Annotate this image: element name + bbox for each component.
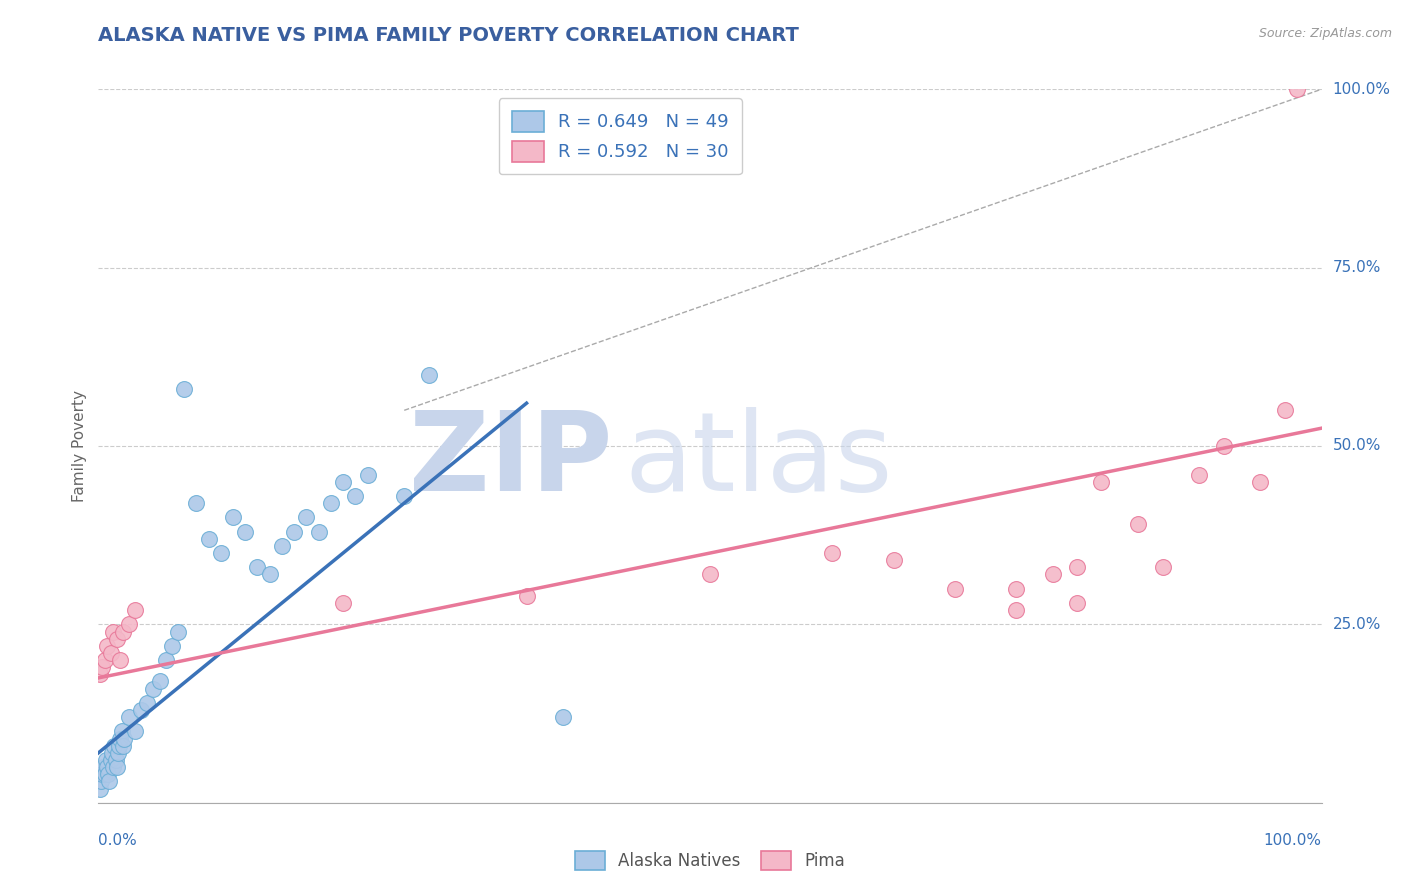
Point [1286, 82, 1309, 96]
Point [89, 781, 111, 796]
Point [100, 753, 122, 767]
Point [111, 624, 134, 639]
Point [515, 589, 537, 603]
Point [93, 767, 115, 781]
Point [1066, 596, 1088, 610]
Point [1249, 475, 1271, 489]
Point [1212, 439, 1234, 453]
Point [89, 667, 111, 681]
Point [1152, 560, 1174, 574]
Point [553, 710, 575, 724]
Text: 0.0%: 0.0% [98, 833, 138, 848]
Text: 100.0%: 100.0% [1333, 82, 1391, 96]
Point [91, 760, 114, 774]
Point [124, 603, 146, 617]
Point [155, 653, 177, 667]
Point [283, 524, 305, 539]
Point [197, 532, 219, 546]
Point [105, 760, 128, 774]
Point [246, 560, 269, 574]
Point [308, 524, 330, 539]
Point [101, 746, 124, 760]
Point [91, 660, 114, 674]
Point [1004, 582, 1026, 596]
Point [1066, 560, 1088, 574]
Point [1004, 603, 1026, 617]
Point [821, 546, 844, 560]
Point [91, 767, 114, 781]
Text: 50.0%: 50.0% [1333, 439, 1381, 453]
Point [111, 724, 134, 739]
Point [103, 739, 125, 753]
Point [101, 624, 124, 639]
Point [149, 674, 172, 689]
Point [118, 617, 141, 632]
Point [112, 731, 135, 746]
Point [105, 632, 128, 646]
Point [259, 567, 281, 582]
Text: 100.0%: 100.0% [1264, 833, 1322, 848]
Point [110, 653, 132, 667]
Point [100, 646, 122, 660]
Point [104, 753, 127, 767]
Point [167, 624, 190, 639]
Point [108, 739, 131, 753]
Text: 75.0%: 75.0% [1333, 260, 1381, 275]
Text: atlas: atlas [624, 407, 893, 514]
Text: ALASKA NATIVE VS PIMA FAMILY POVERTY CORRELATION CHART: ALASKA NATIVE VS PIMA FAMILY POVERTY COR… [98, 26, 799, 45]
Point [124, 724, 146, 739]
Point [209, 546, 232, 560]
Point [90, 774, 112, 789]
Point [699, 567, 721, 582]
Point [332, 596, 354, 610]
Point [270, 539, 294, 553]
Text: 25.0%: 25.0% [1333, 617, 1381, 632]
Point [94, 753, 117, 767]
Point [107, 746, 129, 760]
Point [142, 681, 165, 696]
Point [344, 489, 367, 503]
Point [222, 510, 245, 524]
Point [98, 774, 121, 789]
Point [93, 653, 115, 667]
Point [392, 489, 416, 503]
Point [418, 368, 440, 382]
Point [186, 496, 208, 510]
Point [319, 496, 342, 510]
Point [883, 553, 905, 567]
Point [1090, 475, 1112, 489]
Point [110, 731, 132, 746]
Text: ZIP: ZIP [409, 407, 612, 514]
Point [101, 760, 124, 774]
Point [233, 524, 256, 539]
Legend: Alaska Natives, Pima: Alaska Natives, Pima [568, 844, 852, 877]
Point [129, 703, 152, 717]
Y-axis label: Family Poverty: Family Poverty [72, 390, 87, 502]
Point [1188, 467, 1211, 482]
Point [173, 382, 195, 396]
Point [111, 739, 134, 753]
Point [332, 475, 354, 489]
Point [118, 710, 141, 724]
Point [1128, 517, 1150, 532]
Point [136, 696, 159, 710]
Point [1274, 403, 1296, 417]
Point [160, 639, 183, 653]
Point [1042, 567, 1064, 582]
Point [96, 760, 118, 774]
Text: Source: ZipAtlas.com: Source: ZipAtlas.com [1258, 27, 1392, 40]
Point [295, 510, 318, 524]
Point [943, 582, 966, 596]
Point [97, 767, 120, 781]
Point [356, 467, 378, 482]
Point [96, 639, 118, 653]
